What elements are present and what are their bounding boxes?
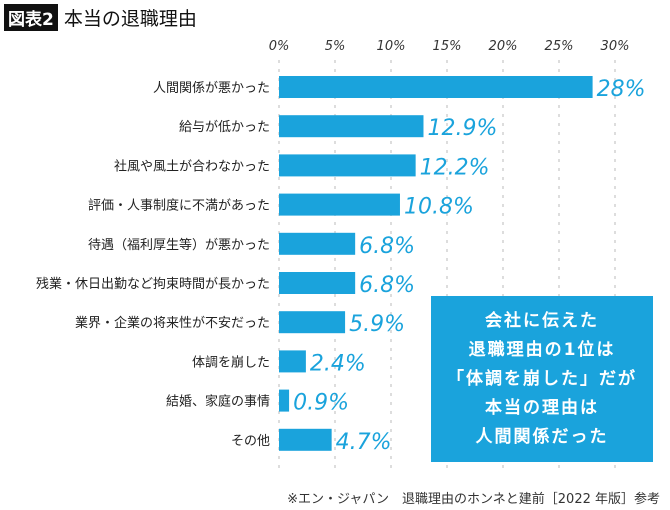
value-label: 6.8% <box>359 234 415 259</box>
x-tick-label: 20% <box>489 39 518 54</box>
x-tick-label: 5% <box>325 39 346 54</box>
annotation-line: 人間関係だった <box>475 426 609 447</box>
category-label: その他 <box>231 434 270 449</box>
category-label: 人間関係が悪かった <box>153 81 270 96</box>
bar <box>279 389 290 412</box>
bar <box>279 232 356 255</box>
bar <box>279 154 416 177</box>
value-label: 2.4% <box>310 351 366 376</box>
x-tick-label: 10% <box>377 39 406 54</box>
annotation-line: 退職理由の1位は <box>468 339 616 360</box>
x-tick-label: 30% <box>601 39 630 54</box>
category-label: 給与が低かった <box>179 120 270 135</box>
category-label: 業界・企業の将来性が不安だった <box>75 315 270 331</box>
category-label: 体調を崩した <box>192 355 270 370</box>
value-label: 12.9% <box>427 116 497 141</box>
bar <box>279 350 306 373</box>
annotation-line: 「体調を崩した」だが <box>447 368 637 389</box>
category-label: 評価・人事制度に不満があった <box>88 198 270 214</box>
value-label: 28% <box>597 77 646 102</box>
x-tick-label: 15% <box>433 39 462 54</box>
category-label: 残業・休日出勤など拘束時間が長かった <box>36 276 270 292</box>
bar <box>279 428 332 451</box>
header: 図表2 本当の退職理由 <box>4 4 197 31</box>
bar <box>279 272 356 294</box>
value-label: 4.7% <box>336 430 392 455</box>
category-label: 待遇（福利厚生等）が悪かった <box>88 237 270 253</box>
bar <box>279 311 346 334</box>
annotation-line: 会社に伝えた <box>485 310 599 331</box>
bar <box>279 115 424 138</box>
value-label: 10.8% <box>404 195 474 220</box>
source-note: ※エン・ジャパン 退職理由のホンネと建前［2022 年版］参考 <box>287 492 660 507</box>
category-label: 結婚、家庭の事情 <box>166 394 270 410</box>
annotation-line: 本当の理由は <box>485 397 599 418</box>
x-tick-label: 25% <box>545 39 574 54</box>
category-label: 社風や風土が合わなかった <box>114 158 270 174</box>
value-label: 6.8% <box>359 273 415 298</box>
bar <box>279 193 400 216</box>
value-label: 5.9% <box>349 312 405 337</box>
value-label: 12.2% <box>420 155 490 180</box>
x-tick-label: 0% <box>269 39 290 54</box>
figure-badge: 図表2 <box>4 4 58 31</box>
bar <box>279 76 593 98</box>
annotation-box: 会社に伝えた 退職理由の1位は 「体調を崩した」だが 本当の理由は 人間関係だっ… <box>431 296 653 462</box>
chart-title: 本当の退職理由 <box>63 8 197 30</box>
value-label: 0.9% <box>293 391 349 416</box>
